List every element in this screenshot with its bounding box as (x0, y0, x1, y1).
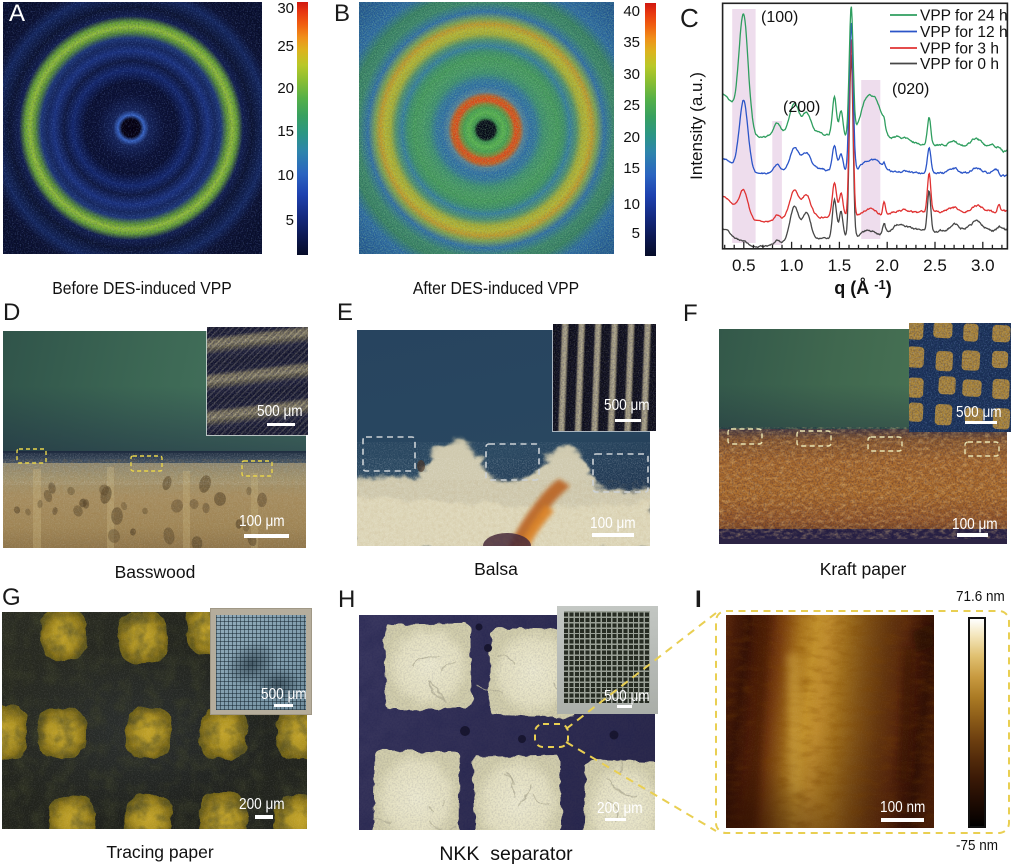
svg-text:(100): (100) (761, 9, 798, 26)
svg-text:3.0: 3.0 (971, 256, 995, 275)
svg-text:VPP for 12 h: VPP for 12 h (920, 24, 1008, 41)
svg-text:VPP for 24 h: VPP for 24 h (920, 8, 1008, 25)
svg-text:Intensity (a.u.): Intensity (a.u.) (687, 72, 706, 180)
svg-text:2.0: 2.0 (875, 256, 899, 275)
svg-text:2.5: 2.5 (923, 256, 947, 275)
svg-text:(020): (020) (892, 81, 929, 98)
svg-text:VPP for 0 h: VPP for 0 h (920, 56, 999, 73)
svg-text:(200): (200) (783, 99, 820, 116)
svg-text:1.5: 1.5 (828, 256, 852, 275)
svg-text:0.5: 0.5 (732, 256, 756, 275)
svg-text:1.0: 1.0 (780, 256, 804, 275)
svg-text:VPP for 3 h: VPP for 3 h (920, 41, 999, 58)
svg-text:q (Å -1): q (Å -1) (834, 277, 892, 298)
